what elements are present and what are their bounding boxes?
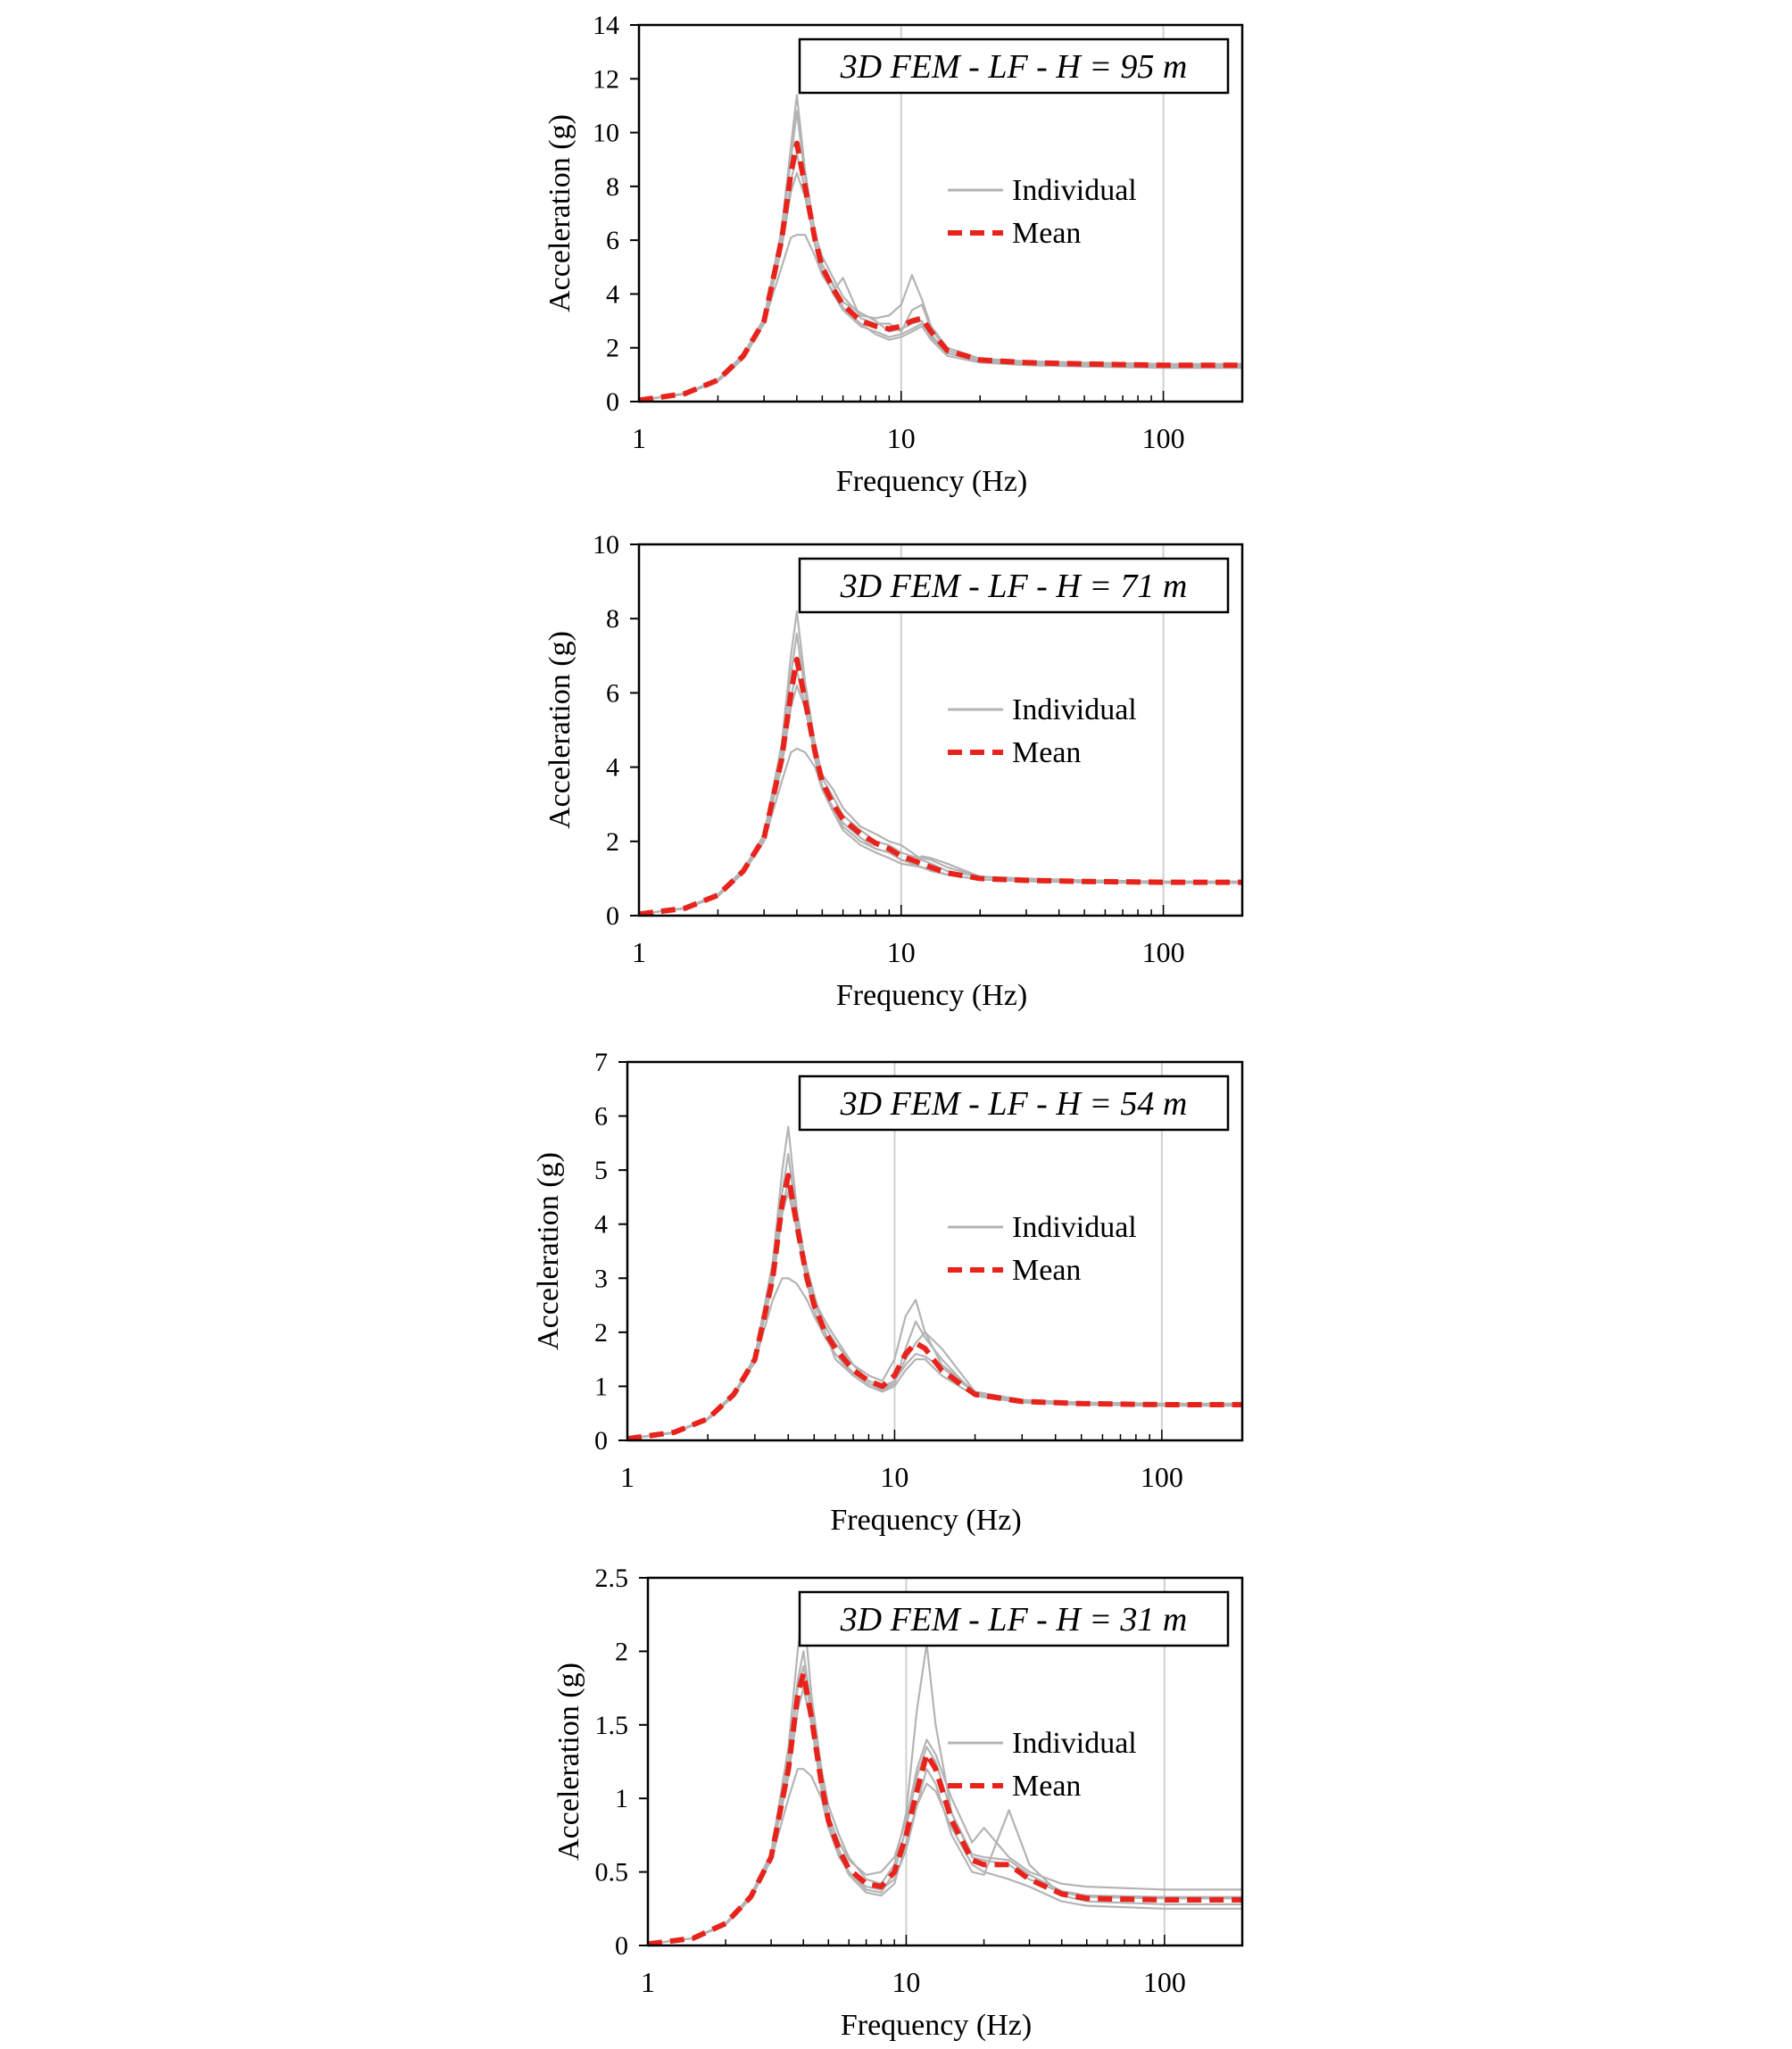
y-tick-label: 0 [615, 1931, 628, 1961]
series-individual-line-1 [647, 1605, 1242, 1945]
series-individual-line-5 [647, 1664, 1242, 1945]
chart-panel-1: 0 2 4 6 8 10 12 14 1 10 100 Frequency (Hz) Accelerat… [543, 11, 1244, 498]
x-tick-label: 1 [641, 1966, 655, 1998]
y-tick-label: 7 [594, 1048, 608, 1077]
y-tick-label: 6 [606, 226, 619, 255]
legend-label-individual: Individual [1012, 693, 1137, 726]
y-tick-label: 8 [606, 172, 619, 202]
y-tick-label: 2.5 [595, 1564, 629, 1593]
plot-frame [626, 1060, 1244, 1442]
y-tick-label: 4 [606, 753, 619, 783]
series-individual-line-4 [638, 110, 1242, 402]
y-tick-label: 5 [594, 1156, 608, 1185]
y-tick-label: 10 [593, 119, 619, 148]
y-tick-label: 0 [606, 387, 619, 417]
chart-title: 3D FEM - LF - H = 31 m [840, 1601, 1188, 1638]
chart-panel-2: 0 2 4 6 8 10 1 10 100 Frequency (Hz) Acceleration … [543, 530, 1244, 1012]
y-tick-label: 0.5 [595, 1858, 629, 1887]
y-tick-label: 1.5 [595, 1711, 629, 1740]
y-axis-label: Acceleration (g) [532, 1152, 565, 1350]
series-individual-line-1 [638, 94, 1242, 402]
y-tick-label: 3 [594, 1264, 608, 1293]
legend-label-individual: Individual [1012, 1727, 1137, 1760]
y-tick-label: 2 [615, 1637, 628, 1666]
series-individual-line-4 [647, 1687, 1242, 1945]
chart-title: 3D FEM - LF - H = 71 m [840, 568, 1188, 605]
x-axis-label: Frequency (Hz) [830, 1504, 1021, 1537]
series-individual-line-1 [626, 1125, 1242, 1440]
chart-title: 3D FEM - LF - H = 95 m [840, 48, 1188, 86]
legend-label-mean: Mean [1012, 736, 1081, 769]
series-mean-line [638, 140, 1242, 403]
series-individual-line-4 [626, 1190, 1242, 1440]
series-mean-line [626, 1173, 1242, 1442]
chart-title-box [798, 1074, 1230, 1132]
x-tick-label: 100 [1143, 1966, 1186, 1998]
y-tick-label: 12 [593, 64, 619, 94]
legend-label-mean: Mean [1012, 1770, 1081, 1803]
series-mean-line [647, 1671, 1242, 1947]
x-tick-label: 1 [632, 936, 646, 968]
y-axis-label: Acceleration (g) [543, 114, 577, 312]
y-axis-label: Acceleration (g) [552, 1663, 585, 1861]
x-tick-label: 1 [632, 422, 646, 454]
y-tick-label: 1 [615, 1784, 628, 1813]
x-tick-label: 100 [1141, 1461, 1183, 1493]
y-tick-label: 0 [594, 1426, 608, 1456]
series-individual-line-5 [638, 669, 1242, 916]
series-individual-line-2 [647, 1768, 1242, 1945]
plot-frame [646, 1576, 1244, 1947]
series-mean-line [638, 657, 1242, 917]
y-tick-label: 1 [594, 1372, 608, 1401]
x-tick-label: 100 [1142, 422, 1185, 454]
chart-title-box [798, 1590, 1230, 1647]
y-axis-label: Acceleration (g) [543, 631, 577, 829]
legend-label-individual: Individual [1012, 174, 1137, 207]
chart-panel-4: 0 0.5 1 1.5 2 2.5 1 10 100 Frequency (Hz) Accelera… [552, 1564, 1244, 2042]
chart-title-box [798, 557, 1230, 614]
plot-frame [637, 543, 1244, 917]
x-tick-label: 10 [880, 1461, 908, 1493]
legend-label-mean: Mean [1012, 217, 1081, 250]
series-individual-line-5 [626, 1180, 1242, 1440]
series-individual-line-2 [638, 747, 1242, 916]
y-tick-label: 8 [606, 604, 619, 634]
y-tick-label: 2 [594, 1318, 608, 1348]
x-tick-label: 10 [887, 936, 916, 968]
chart-title-box [798, 37, 1230, 95]
y-tick-label: 2 [606, 827, 619, 857]
legend-label-mean: Mean [1012, 1254, 1081, 1287]
y-tick-label: 0 [606, 901, 619, 931]
y-tick-label: 6 [606, 678, 619, 708]
x-tick-label: 10 [887, 422, 916, 454]
y-tick-label: 14 [593, 11, 619, 40]
chart-title: 3D FEM - LF - H = 54 m [840, 1085, 1188, 1123]
x-tick-label: 10 [892, 1966, 920, 1998]
series-individual-line-3 [626, 1152, 1242, 1440]
x-tick-label: 1 [620, 1461, 635, 1493]
y-tick-label: 2 [606, 334, 619, 363]
y-tick-label: 6 [594, 1102, 608, 1132]
series-individual-line-3 [638, 234, 1242, 402]
plot-frame [637, 23, 1244, 403]
y-tick-label: 4 [594, 1210, 608, 1240]
legend-label-individual: Individual [1012, 1211, 1137, 1244]
x-tick-label: 100 [1142, 936, 1185, 968]
x-axis-label: Frequency (Hz) [836, 465, 1027, 498]
y-tick-label: 4 [606, 279, 619, 309]
y-tick-label: 10 [593, 530, 619, 560]
x-axis-label: Frequency (Hz) [841, 2009, 1032, 2042]
x-axis-label: Frequency (Hz) [836, 979, 1027, 1012]
